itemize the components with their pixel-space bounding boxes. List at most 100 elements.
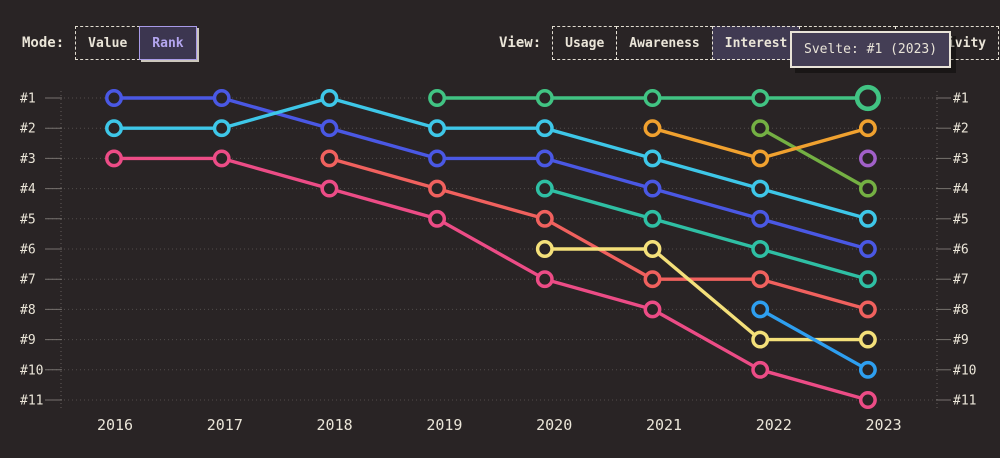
rank-label-right: #2 (953, 122, 969, 137)
point-turquoise-2018[interactable] (320, 89, 339, 107)
point-salmon-2020[interactable] (535, 209, 554, 228)
point-svelte-2022[interactable] (751, 89, 770, 107)
point-orange-2023[interactable] (858, 119, 877, 138)
point-turquoise-2019[interactable] (428, 119, 447, 138)
point-royal-blue-2019[interactable] (428, 149, 447, 168)
point-pink-2017[interactable] (212, 149, 231, 168)
view-label: View: (499, 35, 542, 51)
point-teal-2023[interactable] (858, 270, 877, 289)
point-orange-2022[interactable] (751, 149, 770, 168)
series-line-olive-green (758, 126, 870, 191)
point-pink-2022[interactable] (751, 360, 770, 379)
series-line-sky-blue (758, 307, 870, 372)
point-royal-blue-2020[interactable] (535, 149, 554, 168)
view-tab-usage[interactable]: Usage (552, 26, 618, 60)
point-salmon-2019[interactable] (428, 179, 447, 198)
point-royal-blue-2022[interactable] (751, 209, 770, 228)
series-line-teal (543, 186, 870, 281)
year-label: 2022 (756, 416, 792, 434)
view-tab-awareness[interactable]: Awareness (616, 26, 713, 60)
series-line-pink (112, 156, 870, 402)
point-yellow-2020[interactable] (535, 240, 554, 258)
year-label: 2023 (866, 416, 902, 434)
rank-label-right: #5 (953, 212, 969, 227)
rank-label-left: #8 (20, 303, 36, 318)
rank-label-right: #9 (953, 333, 969, 348)
rank-label-right: #3 (953, 152, 969, 167)
point-sky-blue-2023[interactable] (858, 360, 877, 379)
rank-label-right: #10 (953, 363, 976, 378)
point-salmon-2022[interactable] (751, 270, 770, 289)
mode-option-rank[interactable]: Rank (139, 26, 197, 60)
point-pink-2023[interactable] (858, 391, 877, 409)
point-orange-2021[interactable] (643, 119, 662, 138)
rank-label-right: #1 (953, 92, 969, 107)
point-salmon-2018[interactable] (320, 149, 339, 168)
year-label: 2017 (207, 416, 243, 434)
point-turquoise-2022[interactable] (751, 179, 770, 198)
rank-label-left: #9 (20, 333, 36, 348)
series-line-turquoise (112, 96, 870, 221)
year-label: 2019 (426, 416, 462, 434)
point-purple-2023[interactable] (858, 149, 877, 168)
point-royal-blue-2021[interactable] (643, 179, 662, 198)
point-salmon-2021[interactable] (643, 270, 662, 289)
point-sky-blue-2022[interactable] (751, 300, 770, 319)
rank-label-right: #6 (953, 243, 969, 258)
point-yellow-2022[interactable] (751, 330, 770, 349)
point-royal-blue-2016[interactable] (105, 89, 123, 107)
point-olive-green-2023[interactable] (858, 179, 877, 198)
mode-control: Mode: Value Rank (22, 26, 197, 60)
rank-label-left: #2 (20, 122, 36, 137)
rank-label-right: #8 (953, 303, 969, 318)
point-pink-2021[interactable] (643, 300, 662, 319)
point-teal-2021[interactable] (643, 209, 662, 228)
rank-label-left: #4 (20, 182, 36, 197)
point-svelte-2019[interactable] (428, 89, 447, 107)
point-royal-blue-2018[interactable] (320, 119, 339, 138)
point-teal-2020[interactable] (535, 179, 554, 198)
mode-option-value[interactable]: Value (75, 26, 141, 60)
rank-label-left: #5 (20, 212, 36, 227)
chart-tooltip: Svelte: #1 (2023) (790, 31, 952, 68)
rank-label-left: #3 (20, 152, 36, 167)
rank-label-right: #4 (953, 182, 969, 197)
point-svelte-2020[interactable] (535, 89, 554, 107)
point-svelte-2021[interactable] (643, 89, 662, 107)
rank-label-right: #7 (953, 273, 969, 288)
series-line-salmon (327, 156, 870, 312)
point-salmon-2023[interactable] (858, 300, 877, 319)
point-pink-2020[interactable] (535, 270, 554, 289)
rank-label-right: #11 (953, 394, 976, 409)
point-turquoise-2020[interactable] (535, 119, 554, 138)
year-label: 2020 (536, 416, 572, 434)
point-royal-blue-2017[interactable] (212, 89, 231, 107)
year-label: 2018 (317, 416, 353, 434)
series-line-royal-blue (112, 96, 870, 251)
point-pink-2018[interactable] (320, 179, 339, 198)
point-teal-2022[interactable] (751, 240, 770, 258)
point-pink-2016[interactable] (105, 149, 123, 168)
point-pink-2019[interactable] (428, 209, 447, 228)
point-svelte-2023[interactable] (854, 84, 882, 112)
point-turquoise-2021[interactable] (643, 149, 662, 168)
rank-label-left: #11 (20, 394, 43, 409)
point-yellow-2021[interactable] (643, 240, 662, 258)
point-turquoise-2023[interactable] (858, 209, 877, 228)
point-yellow-2023[interactable] (858, 330, 877, 349)
year-label: 2016 (97, 416, 133, 434)
view-tab-interest[interactable]: Interest (711, 26, 801, 60)
point-royal-blue-2023[interactable] (858, 240, 877, 258)
rank-label-left: #6 (20, 243, 36, 258)
year-label: 2021 (646, 416, 682, 434)
mode-toggle: Value Rank (75, 26, 197, 60)
rank-label-left: #7 (20, 273, 36, 288)
rank-label-left: #1 (20, 92, 36, 107)
point-turquoise-2017[interactable] (212, 119, 231, 138)
mode-label: Mode: (22, 35, 65, 51)
rank-label-left: #10 (20, 363, 43, 378)
point-turquoise-2016[interactable] (105, 119, 123, 138)
point-olive-green-2022[interactable] (751, 119, 770, 138)
